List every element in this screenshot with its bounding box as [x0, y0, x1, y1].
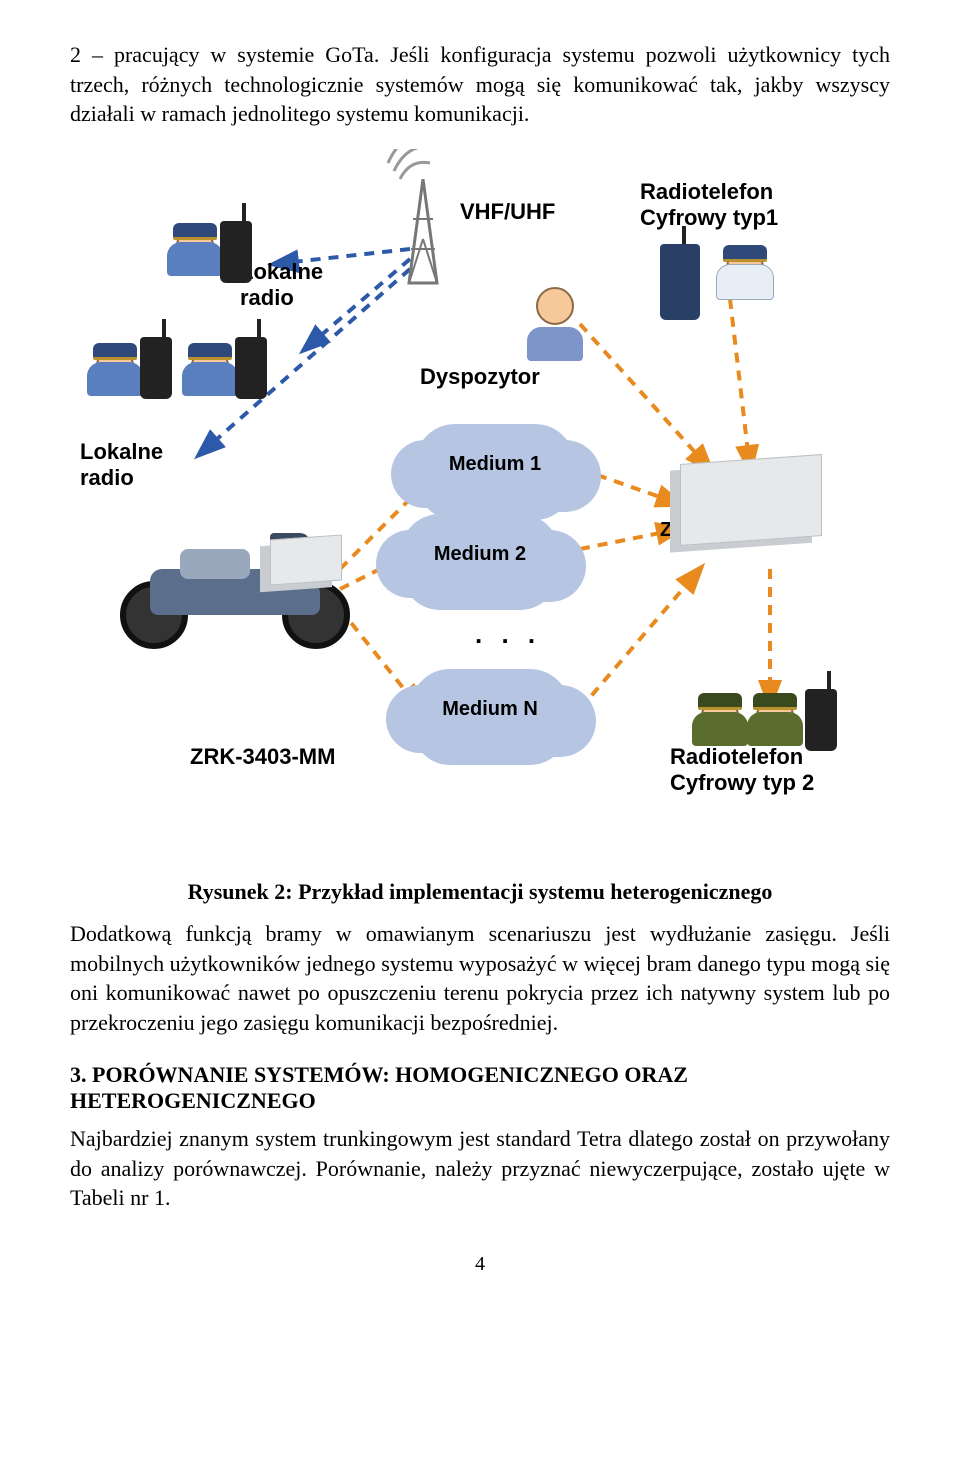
label-radiotelefon-typ1: Radiotelefon Cyfrowy typ1 [640, 179, 778, 231]
zrk-device-small-icon [270, 535, 342, 586]
intro-paragraph: 2 – pracujący w systemie GoTa. Jeśli kon… [70, 40, 890, 129]
cloud-medium-1: Medium 1 [415, 424, 575, 504]
radio-icon [660, 244, 700, 320]
radio-icon [140, 337, 172, 399]
diagram-figure: VHF/UHF Radiotelefon Cyfrowy typ1 Lokaln… [70, 149, 890, 869]
tower-icon [405, 179, 441, 289]
figure-caption: Rysunek 2: Przykład implementacji system… [70, 879, 890, 905]
label-lokalne-radio-left: Lokalne radio [80, 439, 163, 491]
radio-icon [220, 221, 252, 283]
cloud-medium-n: Medium N [410, 669, 570, 749]
body-paragraph-2: Najbardziej znanym system trunkingowym j… [70, 1124, 890, 1213]
zrk-device-icon [680, 454, 822, 546]
dispatcher-icon [520, 279, 590, 359]
cloud-medium-2: Medium 2 [400, 514, 560, 594]
radio-icon [805, 689, 837, 751]
body-paragraph-1: Dodatkową funkcją bramy w omawianym scen… [70, 919, 890, 1038]
label-lokalne-radio-top: Lokalne radio [240, 259, 323, 311]
section-heading: 3. PORÓWNANIE SYSTEMÓW: HOMOGENICZNEGO O… [70, 1062, 890, 1114]
figure-caption-text: Rysunek 2: Przykład implementacji system… [188, 879, 773, 904]
officer-icon [710, 241, 780, 321]
label-zrk-left: ZRK-3403-MM [190, 744, 335, 770]
soldier-icon [740, 689, 810, 769]
label-vhf-uhf: VHF/UHF [460, 199, 555, 225]
page-number: 4 [70, 1253, 890, 1276]
label-dots: . . . [475, 619, 541, 650]
label-dyspozytor: Dyspozytor [420, 364, 540, 390]
radio-icon [235, 337, 267, 399]
